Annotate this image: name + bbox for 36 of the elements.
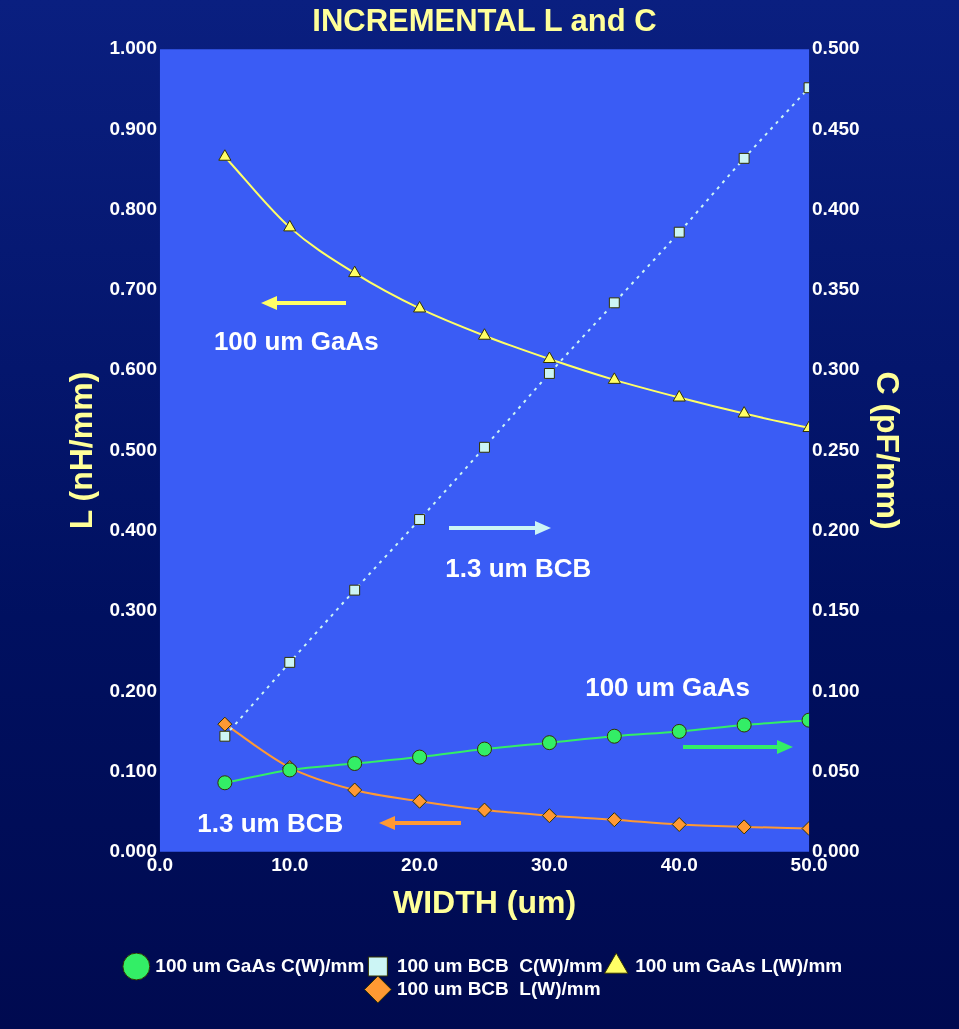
y-tick-label: 0.500 — [109, 438, 157, 460]
x-tick-label: 20.0 — [401, 854, 439, 876]
annotation: 100 um GaAs — [585, 671, 750, 703]
y2-tick-label: 0.350 — [812, 278, 860, 300]
y-axis-title: L (nH/mm) — [63, 371, 100, 530]
annotation: 1.3 um BCB — [445, 552, 592, 584]
y2-tick-label: 0.200 — [812, 518, 860, 540]
annotation: 1.3 um BCB — [197, 807, 344, 839]
y-tick-label: 0.700 — [109, 278, 157, 300]
y-tick-label: 0.800 — [109, 197, 157, 219]
y2-tick-label: 0.450 — [812, 117, 860, 139]
x-tick-label: 30.0 — [530, 854, 568, 876]
y2-axis-title: C (pF/mm) — [869, 371, 906, 530]
y2-tick-label: 0.400 — [812, 197, 860, 219]
y2-tick-label: 0.250 — [812, 438, 860, 460]
x-tick-label: 10.0 — [271, 854, 309, 876]
y2-tick-label: 0.100 — [812, 679, 860, 701]
y2-tick-label: 0.050 — [812, 759, 860, 781]
y-tick-label: 0.400 — [109, 518, 157, 540]
legend-label: 100 um GaAs C(W)/mm — [155, 954, 365, 976]
chart-title: INCREMENTAL L and C — [312, 3, 657, 39]
y-tick-label: 0.200 — [109, 679, 157, 701]
y-tick-label: 1.000 — [109, 37, 157, 59]
x-axis-title: WIDTH (um) — [392, 883, 577, 920]
x-tick-label: 40.0 — [660, 854, 698, 876]
legend-label: 100 um BCB L(W)/mm — [396, 977, 601, 999]
y-tick-label: 0.900 — [109, 117, 157, 139]
annotation: 100 um GaAs — [213, 325, 379, 357]
legend-label: 100 um BCB C(W)/mm — [396, 954, 603, 976]
y2-tick-label: 0.150 — [812, 599, 860, 621]
y-tick-label: 0.300 — [109, 599, 157, 621]
y2-tick-label: 0.500 — [812, 37, 860, 59]
legend-label: 100 um GaAs L(W)/mm — [635, 954, 843, 976]
y-tick-label: 0.600 — [109, 358, 157, 380]
y2-tick-label: 0.300 — [812, 358, 860, 380]
y-tick-label: 0.100 — [109, 759, 157, 781]
